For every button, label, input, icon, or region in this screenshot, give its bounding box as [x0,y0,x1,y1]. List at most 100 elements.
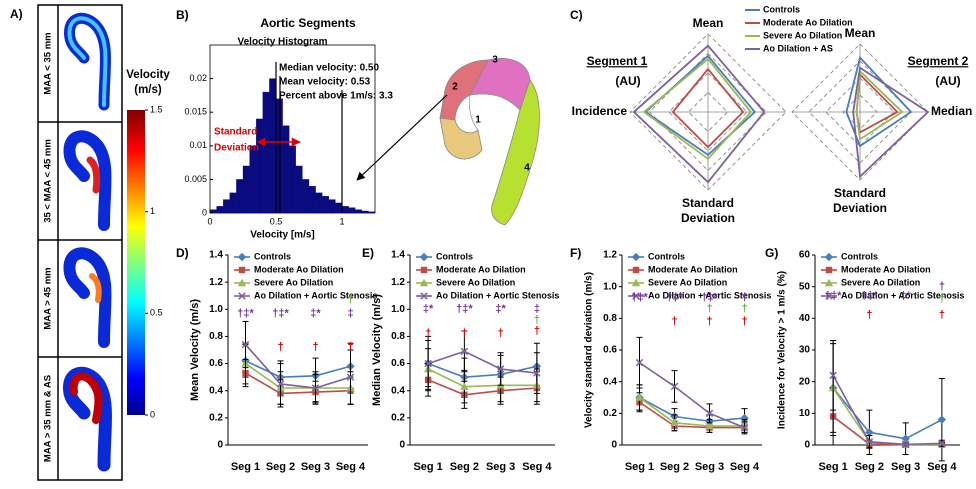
y-tick-label: 0 [202,207,207,217]
radar-ring [687,91,729,133]
x-tick-label: 0 [207,216,212,226]
legend-marker [632,266,640,274]
data-marker [740,413,749,423]
histogram-bar [295,165,303,214]
legend-marker [237,278,247,287]
legend-label: Ao Dilation + Aortic Stenosis [254,290,377,300]
legend-marker [824,252,834,262]
y-axis-label: Incidence for Velocity > 1 m/s (%) [777,271,788,429]
legend-marker [420,266,428,274]
significance-mark: †‡* [861,290,878,302]
data-marker [670,382,679,391]
radar-title: Segment 1 [587,54,648,68]
data-marker [424,359,432,368]
segment-label: 4 [524,163,530,174]
histogram-bar [249,145,257,214]
y-axis-label: Median Velocity (m/s) [371,294,383,406]
data-marker [740,423,749,432]
x-tick-label: Seg 3 [695,461,724,473]
legend-label: Moderate Ao Dilation [254,264,344,274]
data-marker [705,409,714,418]
legend-label: Moderate Ao Dilation [841,264,931,274]
histogram-bar [341,206,349,214]
histogram-bar [223,199,230,214]
y-tick-label: 20 [799,376,811,387]
y-tick-label: 30 [799,345,811,356]
panel-label: D) [176,246,189,260]
x-tick-label: Seg 3 [486,461,515,473]
y-tick-label: 0.2 [391,412,405,423]
legend-label: Controls [254,251,291,261]
data-marker [829,371,837,380]
y-tick-label: 1.0 [209,304,223,315]
radar-unit: (AU) [615,74,640,88]
x-tick-label: Seg 1 [625,461,654,473]
significance-mark: ‡* [900,290,911,302]
data-marker [460,382,469,390]
y-tick-label: 0 [611,440,617,451]
y-tick-label: 1.0 [603,281,617,292]
histogram-bar [322,196,329,214]
y-tick-label: 0.015 [184,107,207,117]
y-tick-label: 0.8 [209,331,223,342]
histogram-bar [368,211,376,214]
series-line [244,344,351,389]
series-line [245,372,351,395]
y-tick-label: 40 [799,313,811,324]
x-tick-label: Seg 4 [730,461,760,473]
x-tick-label: Seg 2 [266,461,295,473]
data-marker [346,373,355,381]
significance-mark: †‡* [701,292,718,304]
y-tick-label: 60 [799,250,811,261]
row-label: MAA < 35 mm [43,32,54,94]
radar-ring [668,72,748,152]
series-line [639,401,745,429]
x-tick-label: Seg 1 [818,461,847,473]
legend-label: Controls [436,251,473,261]
y-tick-label: 50 [799,281,811,292]
histogram-bar [229,192,237,214]
segment-label: 2 [452,82,458,93]
y-tick-label: 0.6 [603,345,617,356]
histogram-bar [275,98,283,214]
std-dev-label: Deviation [214,143,259,154]
radar-polygon [642,57,753,161]
legend-marker [631,252,641,262]
histogram-bar [335,202,343,214]
legend-label: Severe Ao Dilation [763,30,842,40]
significance-mark: ‡ [534,303,540,315]
legend-marker [420,292,428,300]
data-marker [635,358,644,367]
chart-title: Velocity Histogram [237,37,327,48]
x-axis-label: Velocity [m/s] [250,230,314,241]
histogram-bar [216,206,224,214]
significance-mark: † [347,341,353,353]
radar-axis-label: Mean [845,26,876,40]
significance-mark: ‡* [310,307,321,319]
panel-label: B) [176,8,189,22]
x-tick-label: 1 [339,216,344,226]
series-line [245,362,351,389]
series-line [427,350,537,374]
colorbar-tick-label: 0.5 [150,308,163,318]
series-line [245,360,351,378]
x-tick-label: Seg 1 [413,461,442,473]
significance-mark: †‡* [825,290,842,302]
significance-mark: ‡* [423,303,434,315]
significance-mark: † [277,341,283,353]
legend-label: Moderate Ao Dilation [648,264,738,274]
y-tick-label: 1.4 [209,250,223,261]
radar-polygon [671,67,745,149]
significance-mark: † [347,294,353,306]
y-tick-label: 0 [804,440,810,451]
legend-label: Ao Dilation + Aortic Stenosis [436,290,559,300]
reference-label: Percent above 1m/s: 3.3 [279,91,393,102]
y-tick-label: 10 [799,408,811,419]
velocity-maps [63,12,112,472]
colorbar-title: (m/s) [134,84,162,96]
segment-label: 1 [475,115,481,126]
histogram-bar [269,78,277,214]
legend-marker [632,292,640,300]
x-tick-label: Seg 2 [660,461,689,473]
significance-mark: † [741,303,747,315]
